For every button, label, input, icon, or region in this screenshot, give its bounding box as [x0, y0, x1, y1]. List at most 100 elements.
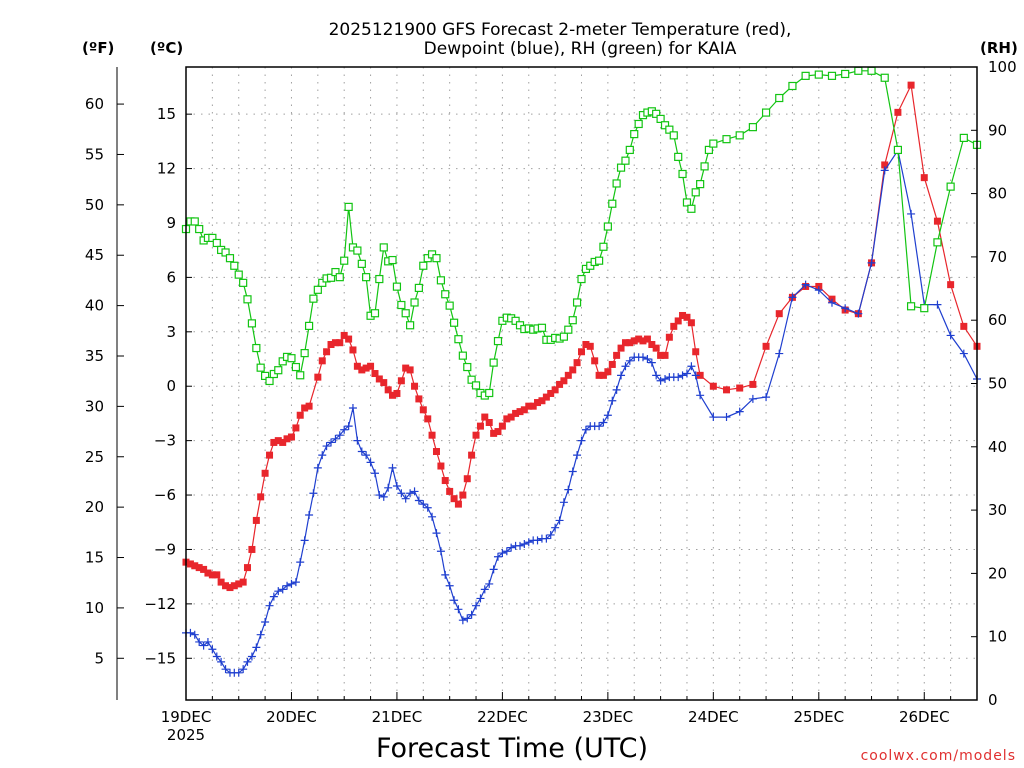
- data-point: [736, 384, 744, 392]
- data-point: [375, 274, 384, 284]
- data-point: [894, 108, 902, 116]
- data-point: [370, 469, 379, 478]
- x-tick-label: 25DEC: [794, 708, 845, 726]
- data-point: [920, 174, 928, 182]
- data-point: [318, 451, 327, 460]
- data-point: [656, 376, 665, 385]
- fahrenheit-tick-label: 20: [85, 498, 104, 516]
- data-point: [252, 643, 261, 652]
- data-point: [801, 71, 810, 80]
- data-point: [221, 665, 230, 674]
- data-point: [656, 114, 665, 124]
- rh-tick-label: 10: [988, 628, 1007, 646]
- celsius-tick-label: −9: [154, 540, 176, 558]
- plot-frame: [185, 66, 978, 701]
- data-point: [274, 587, 283, 596]
- data-point: [577, 436, 586, 445]
- data-point: [424, 415, 432, 423]
- data-point: [485, 388, 494, 398]
- data-point: [269, 592, 278, 601]
- data-point: [200, 565, 208, 573]
- data-point: [203, 637, 212, 646]
- data-point: [704, 145, 714, 155]
- data-point: [345, 335, 353, 343]
- data-point: [467, 375, 476, 384]
- fahrenheit-tick-label: 50: [85, 196, 104, 214]
- data-point: [599, 242, 608, 251]
- data-point: [687, 204, 696, 213]
- data-point: [296, 371, 305, 380]
- data-point: [652, 109, 661, 118]
- data-point: [586, 342, 594, 350]
- data-point: [305, 510, 314, 519]
- data-point: [441, 290, 450, 299]
- data-point: [867, 258, 876, 267]
- data-point: [722, 135, 731, 144]
- data-point: [384, 483, 393, 492]
- data-point: [331, 267, 340, 277]
- data-point: [208, 571, 216, 579]
- data-point: [437, 462, 445, 470]
- data-point: [379, 243, 388, 252]
- data-point: [678, 169, 687, 179]
- data-point: [270, 438, 278, 446]
- data-point: [463, 475, 471, 483]
- data-point: [581, 425, 590, 434]
- rh-tick-label: 0: [988, 691, 998, 709]
- data-point: [291, 578, 300, 587]
- data-point: [458, 351, 467, 360]
- celsius-tick-label: −15: [144, 649, 176, 667]
- data-point: [445, 301, 454, 310]
- data-point: [542, 534, 551, 543]
- data-point: [261, 618, 270, 627]
- data-point: [226, 584, 234, 592]
- data-point: [296, 558, 305, 567]
- data-point: [652, 371, 661, 380]
- data-point: [335, 273, 344, 282]
- x-tick-label: 19DEC: [161, 708, 212, 726]
- data-point: [340, 256, 349, 265]
- data-point: [547, 389, 555, 397]
- data-point: [603, 222, 612, 231]
- data-point: [722, 413, 731, 422]
- data-point: [643, 355, 652, 364]
- data-point: [762, 393, 771, 402]
- data-point: [190, 217, 199, 226]
- data-point: [660, 121, 670, 130]
- data-point: [625, 145, 634, 155]
- data-point: [208, 645, 217, 654]
- data-point: [652, 344, 660, 352]
- data-point: [599, 418, 608, 427]
- data-point: [213, 571, 221, 579]
- data-point: [239, 278, 248, 287]
- data-point: [300, 349, 309, 358]
- credit-text: coolwx.com/models: [861, 748, 1016, 764]
- data-point: [670, 322, 678, 330]
- fahrenheit-tick-label: 55: [85, 145, 104, 163]
- data-point: [639, 337, 647, 345]
- fahrenheit-tick-label: 25: [85, 448, 104, 466]
- data-point: [393, 389, 401, 397]
- data-point: [827, 298, 836, 307]
- data-point: [349, 346, 357, 354]
- data-point: [265, 376, 274, 386]
- data-point: [406, 489, 415, 498]
- data-point: [362, 451, 371, 460]
- data-point: [278, 357, 287, 366]
- data-point: [283, 435, 291, 443]
- data-point: [635, 335, 643, 343]
- data-point: [366, 458, 375, 467]
- data-point: [331, 339, 339, 347]
- data-point: [661, 351, 669, 359]
- data-point: [481, 413, 489, 421]
- data-point: [564, 371, 572, 379]
- data-point: [428, 431, 436, 439]
- data-point: [454, 605, 463, 614]
- data-point: [441, 477, 449, 485]
- data-point: [336, 339, 344, 347]
- data-point: [502, 547, 511, 556]
- data-point: [604, 368, 612, 376]
- data-point: [410, 487, 419, 496]
- data-point: [625, 356, 634, 365]
